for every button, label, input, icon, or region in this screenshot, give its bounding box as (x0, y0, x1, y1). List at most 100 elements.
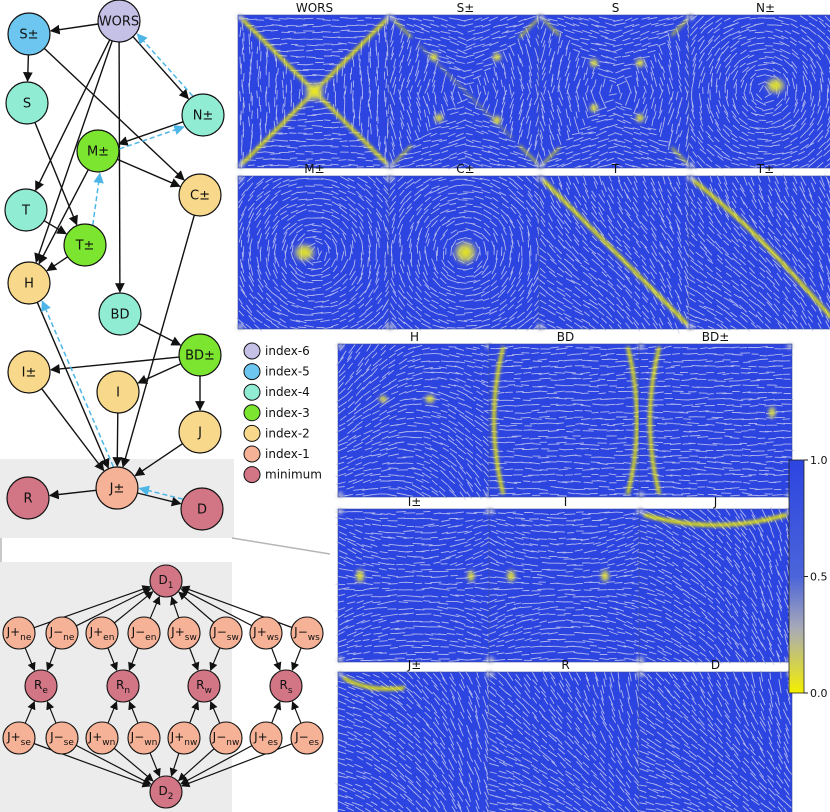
edge-bottom-to-R (107, 701, 118, 724)
panel-title: WORS (296, 1, 333, 15)
node-label: D (197, 503, 207, 518)
transition-edge-Mpm-to-Npm (119, 124, 185, 150)
node-S[interactable]: S (5, 81, 49, 125)
panel-R: R (486, 658, 644, 812)
panel-title: R (561, 658, 569, 672)
inset-node-Rs[interactable]: Rs (269, 669, 303, 703)
edge-bottom-to-R (291, 701, 302, 724)
panel-title: BD± (702, 330, 730, 344)
inset-node-top-6[interactable]: J+ws (249, 616, 283, 650)
inset-node-label: Rw (196, 678, 212, 696)
inset-node-top-3[interactable]: J−en (127, 616, 161, 650)
edge-top-to-R (189, 647, 200, 671)
inset-node-top-4[interactable]: J+sw (167, 616, 201, 650)
edge-bottom-to-D2 (169, 753, 180, 777)
inset-node-label: J−wn (130, 730, 158, 748)
panel-title: H (410, 330, 419, 344)
edge-WORS-to-T (35, 39, 111, 192)
node-Npm[interactable]: N± (181, 93, 225, 137)
inset-node-label: J−ne (49, 625, 75, 643)
colorbar-tick-label: 0.0 (810, 687, 828, 700)
node-Mpm[interactable]: M± (76, 129, 120, 173)
transition-edge-Npm-to-WORS (136, 33, 194, 97)
node-WORS[interactable]: WORS (97, 0, 141, 43)
inset-node-Rw[interactable]: Rw (187, 669, 221, 703)
edge-WORS-to-H (34, 40, 113, 264)
panel-N±: N± (687, 1, 830, 171)
edge-top-to-R (271, 647, 282, 671)
panel-title: T± (756, 162, 774, 176)
panel-WORS: WORS (236, 1, 393, 170)
inset-node-top-0[interactable]: J+ne (2, 616, 36, 650)
edge-bottom-to-R (189, 701, 200, 724)
inset-node-label: Rs (279, 678, 292, 696)
inset-node-bottom-0[interactable]: J+se (2, 721, 36, 755)
legend-item: index-4 (243, 383, 310, 401)
inset-node-bottom-2[interactable]: J+wn (85, 721, 119, 755)
edge-top-to-D1 (178, 591, 215, 623)
node-label: BD (111, 308, 130, 323)
node-Jpm[interactable]: J± (95, 466, 139, 510)
inset-node-bottom-4[interactable]: J+nw (167, 721, 201, 755)
legend-label: minimum (265, 468, 322, 482)
node-label: J (197, 426, 202, 441)
legend-label: index-4 (265, 385, 310, 399)
node-Cpm[interactable]: C± (178, 173, 222, 217)
transition-edge-Tpm-to-Mpm (92, 172, 104, 226)
node-Ipm[interactable]: I± (7, 350, 51, 394)
inset-node-bottom-5[interactable]: J−nw (209, 721, 243, 755)
inset-node-bottom-1[interactable]: J−se (45, 721, 79, 755)
panel-J±: J± (335, 658, 493, 812)
edge-bottom-to-R (24, 700, 36, 724)
edge-H-to-Jpm (36, 302, 110, 469)
node-D[interactable]: D (180, 487, 224, 531)
transition-edge-Jpm-to-H (41, 300, 114, 467)
panel-title: I± (408, 495, 422, 509)
inset-node-Re[interactable]: Re (24, 669, 58, 703)
inset-node-D2[interactable]: D2 (149, 775, 183, 809)
colorbar: 1.0 0.5 0.0 (788, 454, 828, 700)
edge-S-to-Tpm (34, 122, 78, 226)
inset-node-Rn[interactable]: Rn (106, 669, 140, 703)
legend-label: index-2 (265, 426, 310, 440)
legend-label: index-3 (265, 406, 310, 420)
node-J[interactable]: J (178, 410, 222, 454)
edge-top-to-R (46, 647, 57, 671)
panel-BD±: BD± (636, 330, 795, 499)
panel-title: BD (557, 330, 574, 344)
field-background (689, 176, 830, 329)
colorbar-tick-label: 1.0 (810, 454, 828, 467)
legend-item: index-5 (243, 363, 310, 381)
node-T[interactable]: T (4, 188, 48, 232)
edge-T-to-Tpm (43, 220, 67, 235)
inset-node-bottom-6[interactable]: J+es (249, 721, 283, 755)
panel-title: I (564, 495, 568, 509)
panel-title: M± (304, 162, 324, 176)
inset-node-top-7[interactable]: J−ws (290, 616, 324, 650)
panel-S±: S± (387, 1, 544, 170)
colorbar-tick-label: 0.5 (810, 571, 828, 584)
inset-node-bottom-7[interactable]: J−es (290, 721, 324, 755)
edge-top-to-R (209, 647, 221, 672)
node-BD[interactable]: BD (98, 292, 142, 336)
node-I[interactable]: I (96, 370, 140, 414)
inset-node-bottom-3[interactable]: J−wn (127, 721, 161, 755)
node-label: J± (109, 482, 125, 497)
inset-node-top-5[interactable]: J−sw (209, 616, 243, 650)
node-BDpm[interactable]: BD± (178, 333, 222, 377)
field-background (338, 672, 491, 812)
edge-bottom-to-D2 (149, 752, 161, 778)
inset-node-D1[interactable]: D1 (149, 564, 183, 598)
node-H[interactable]: H (7, 261, 51, 305)
graph-edges (22, 23, 205, 507)
node-Tpm[interactable]: T± (63, 223, 107, 267)
inset-node-top-2[interactable]: J+en (85, 616, 119, 650)
inset-node-top-1[interactable]: J−ne (45, 616, 79, 650)
edge-Mpm-to-H (38, 169, 89, 265)
edge-top-to-D1 (170, 596, 180, 619)
node-Spm[interactable]: S± (7, 12, 51, 56)
node-R[interactable]: R (6, 476, 50, 520)
panel-title: T (611, 162, 620, 176)
node-label: R (23, 492, 32, 507)
